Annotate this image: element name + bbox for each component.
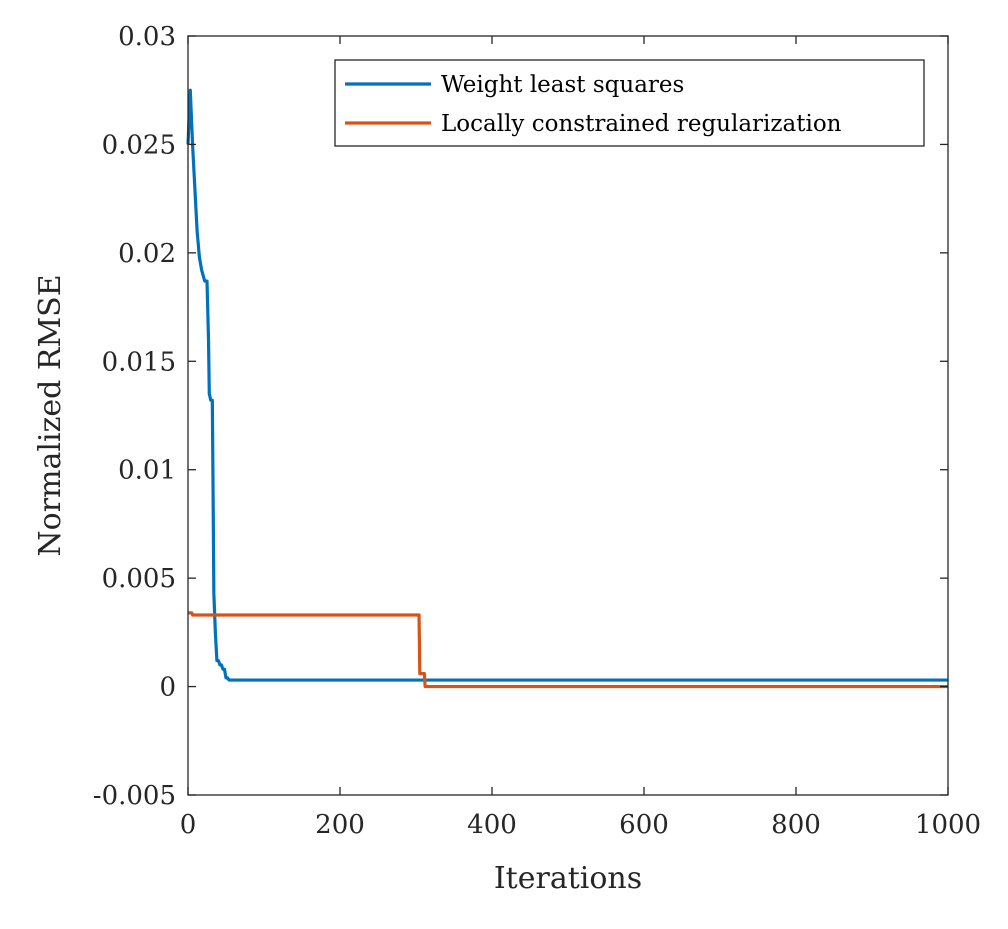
y-tick-label: 0.01 xyxy=(118,456,176,486)
y-tick-label: 0 xyxy=(159,673,176,703)
x-tick-label: 600 xyxy=(619,810,669,840)
x-tick-label: 0 xyxy=(180,810,197,840)
series-line-1 xyxy=(186,88,948,682)
y-tick-label: 0.015 xyxy=(102,347,176,377)
legend-label-1: Weight least squares xyxy=(441,72,684,98)
x-tick-label: 200 xyxy=(315,810,365,840)
y-axis-title: Normalized RMSE xyxy=(33,274,68,556)
series-layer xyxy=(186,88,948,689)
plot-frame xyxy=(187,35,949,796)
y-tick-label: 0.005 xyxy=(102,564,176,594)
x-tick-label: 400 xyxy=(467,810,517,840)
y-tick-label: 0.025 xyxy=(102,130,176,160)
tick-layer: 0 200 400 600 800 1000-0.00500.0050.010.0150.… xyxy=(93,22,981,840)
x-tick-label: 1000 xyxy=(915,810,981,840)
y-tick-label: -0.005 xyxy=(93,781,176,811)
legend: Weight least squares Locally constrained … xyxy=(334,59,925,147)
x-tick-label: 800 xyxy=(771,810,821,840)
series-line-2 xyxy=(188,611,948,689)
legend-label-2: Locally constrained regularization xyxy=(441,111,842,137)
legend-box xyxy=(334,59,925,147)
x-axis-title: Iterations xyxy=(494,861,642,896)
y-tick-label: 0.03 xyxy=(118,22,176,52)
y-tick-label: 0.02 xyxy=(118,239,176,269)
